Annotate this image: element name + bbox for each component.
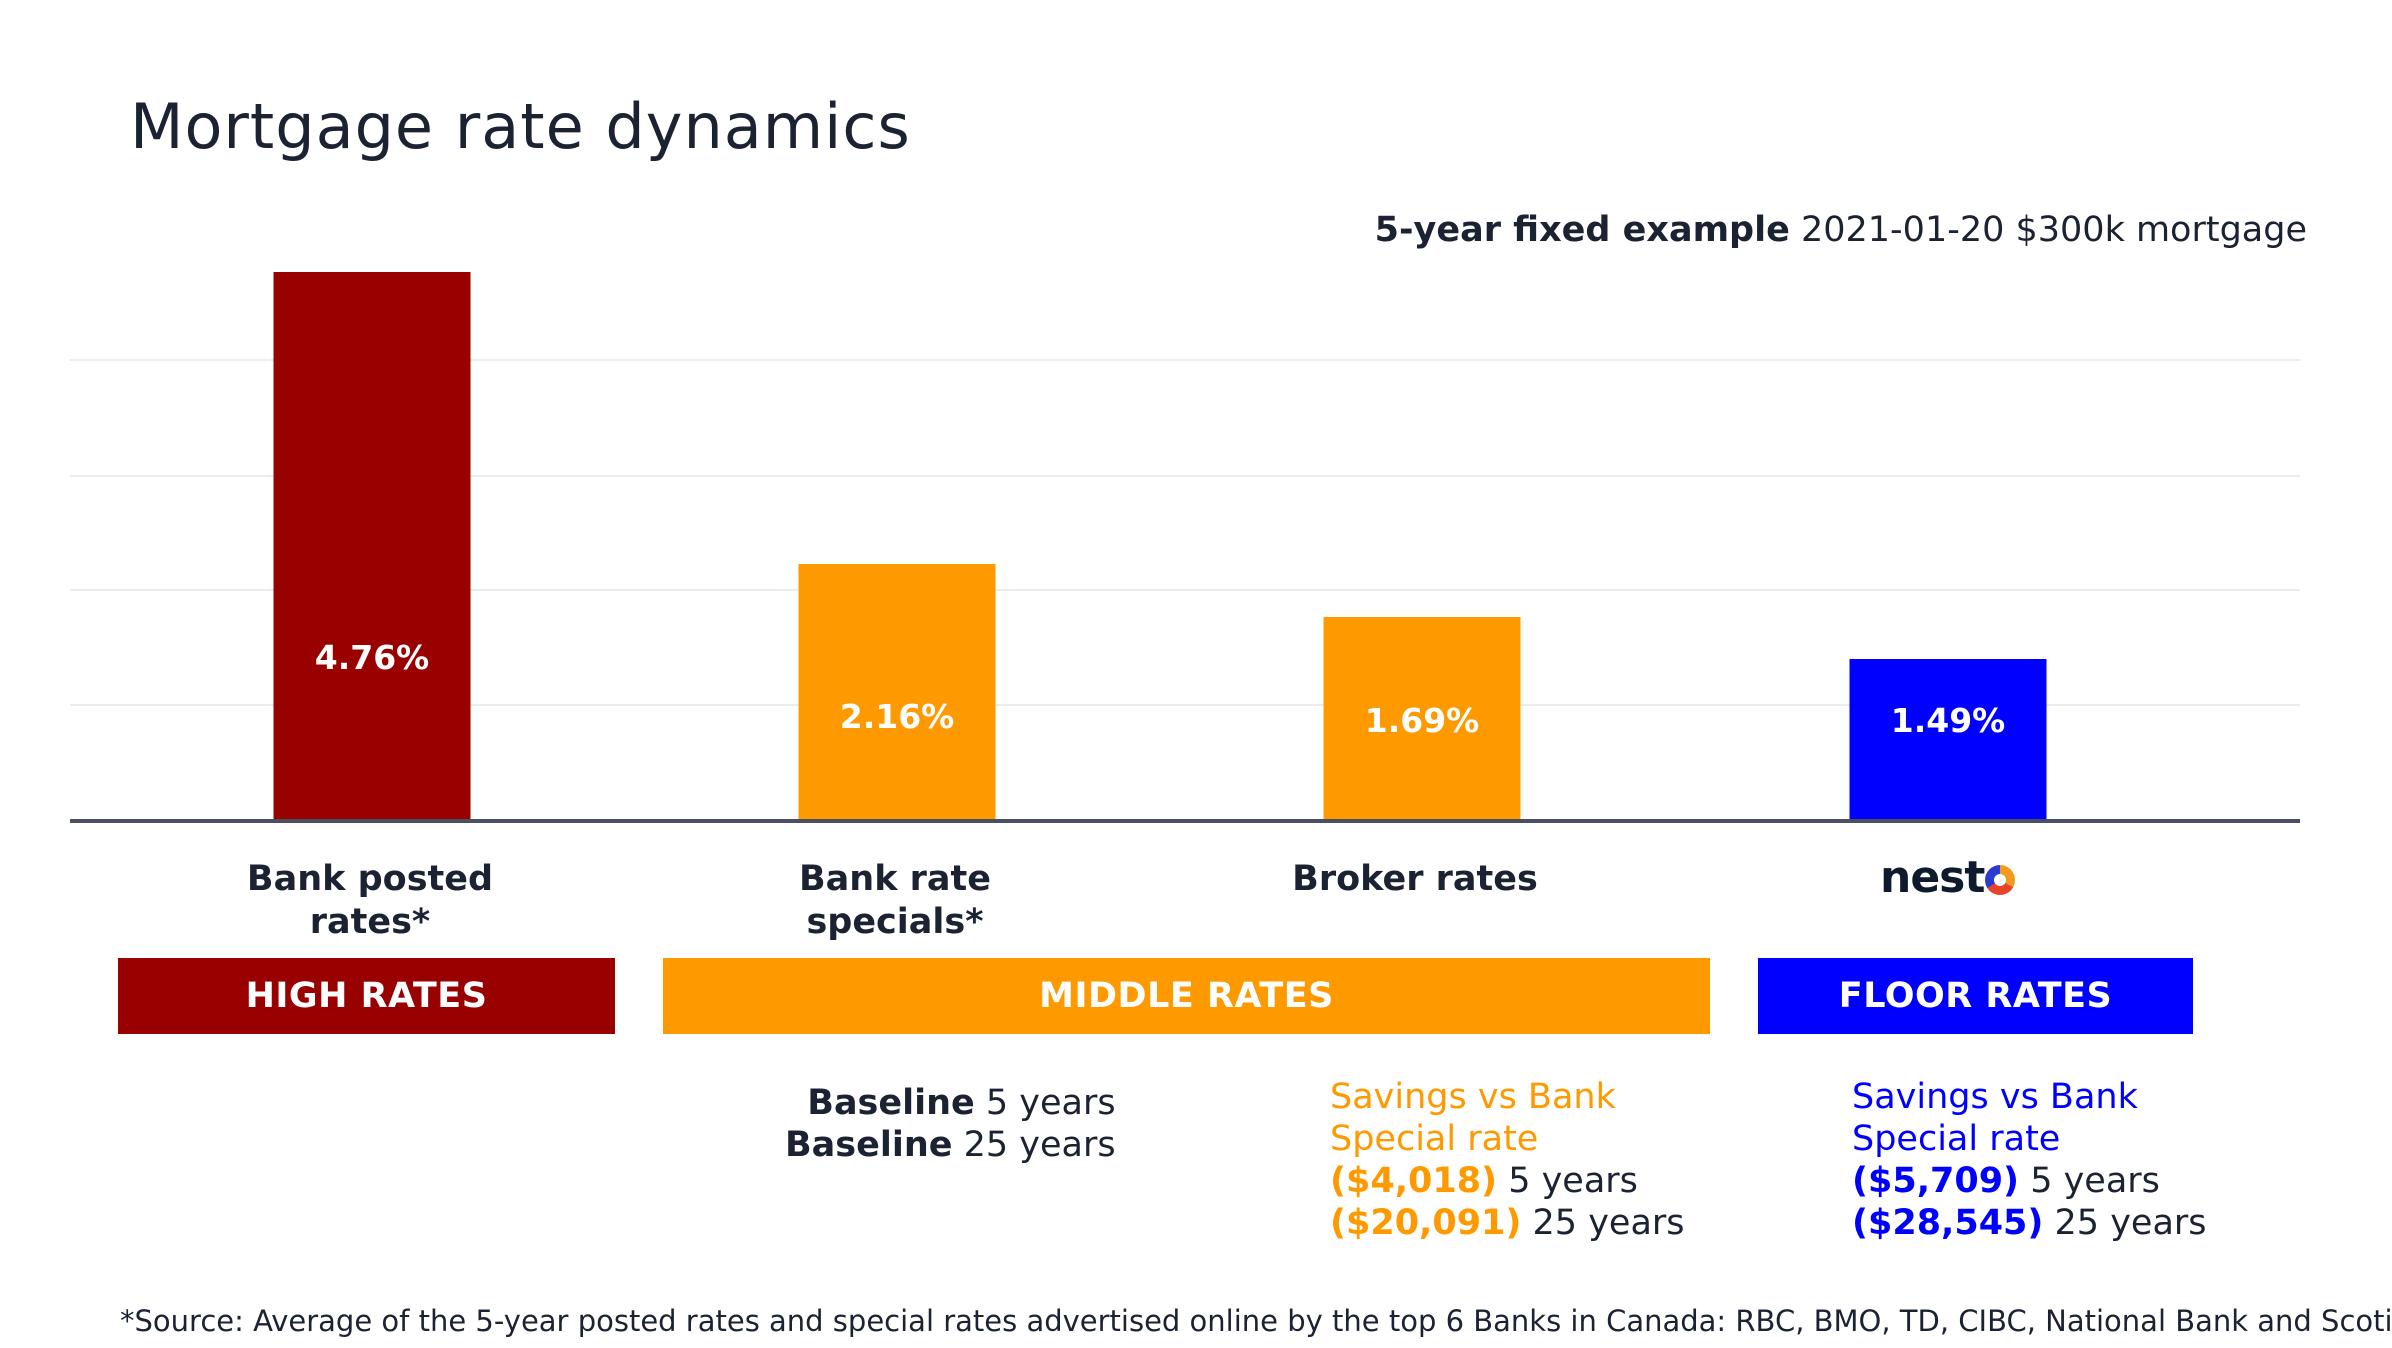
bar-value-label-3: 1.49% (1891, 701, 2006, 740)
bar-1 (798, 564, 996, 820)
band-floor-rates: FLOOR RATES (1758, 958, 2193, 1034)
band-middle-rates: MIDDLE RATES (663, 958, 1710, 1034)
bar-value-label-1: 2.16% (840, 697, 955, 736)
bar-value-label-2: 1.69% (1365, 701, 1480, 740)
chart-subtitle: 5-year fixed example 2021-01-20 $300k mo… (1375, 210, 2307, 250)
savings-floor-note: Savings vs Bank Special rate ($5,709) 5 … (1852, 1077, 2207, 1243)
bar-2 (1323, 617, 1521, 820)
savings-middle-note: Savings vs Bank Special rate ($4,018) 5 … (1330, 1077, 1685, 1243)
category-label-broker: Broker rates (1292, 859, 1538, 899)
category-label-bank-posted: Bank posted rates* (246, 859, 494, 942)
chart-title: Mortgage rate dynamics (130, 90, 911, 163)
bar-chart: 4.76% 2.16% 1.69% 1.49% (70, 272, 2300, 823)
baseline-note: Baseline 5 years Baseline 25 years (785, 1083, 1116, 1165)
nesto-logo-o-icon (1985, 865, 2016, 895)
nesto-logo: nest (1880, 852, 2016, 903)
bar-3 (1849, 659, 2047, 820)
source-footnote: *Source: Average of the 5-year posted ra… (120, 1304, 2392, 1338)
bar-value-label-0: 4.76% (315, 638, 430, 677)
band-high-rates: HIGH RATES (118, 958, 615, 1034)
subtitle-rest: 2021-01-20 $300k mortgage (1789, 210, 2307, 250)
bar-0 (273, 272, 471, 820)
category-label-bank-specials: Bank rate specials* (798, 859, 992, 942)
subtitle-bold: 5-year fixed example (1374, 210, 1790, 250)
